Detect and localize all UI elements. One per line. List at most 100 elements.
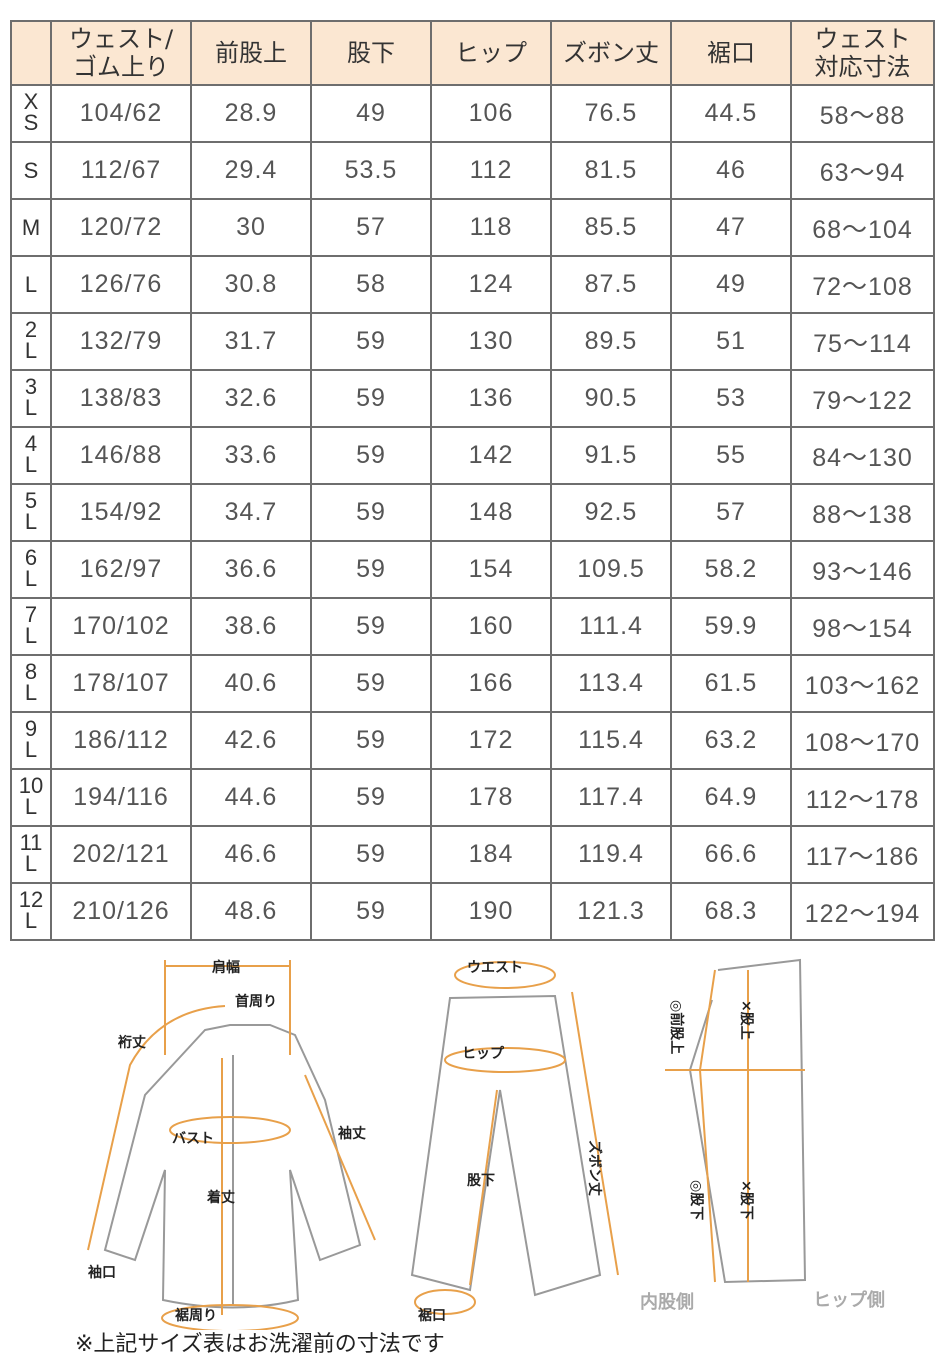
- shirt-measure-lines: [87, 960, 376, 1330]
- size-cell: 12L: [10, 882, 52, 941]
- table-cell: 32.6: [190, 369, 312, 428]
- table-row: S 112/67 29.4 53.5 112 81.5 46 63〜94: [10, 141, 935, 200]
- size-cell: XS: [10, 84, 52, 143]
- size-label: 10L: [18, 772, 44, 819]
- table-cell: 34.7: [190, 483, 312, 542]
- table-cell: 178/107: [50, 654, 192, 713]
- label-front-rise: ◎前股上: [668, 1000, 685, 1054]
- label-shoulder: 肩幅: [212, 959, 240, 976]
- table-cell: 63〜94: [790, 141, 935, 200]
- table-cell: 59: [310, 369, 432, 428]
- table-cell: 112/67: [50, 141, 192, 200]
- table-cell: 66.6: [670, 825, 792, 884]
- size-label: 12L: [18, 886, 44, 933]
- table-cell: 51: [670, 312, 792, 371]
- side-drawing: [688, 958, 807, 1284]
- table-cell: 103〜162: [790, 654, 935, 713]
- table-cell: 91.5: [550, 426, 672, 485]
- table-cell: 59.9: [670, 597, 792, 656]
- table-cell: 121.3: [550, 882, 672, 941]
- table-cell: 85.5: [550, 198, 672, 257]
- table-row: 12L 210/126 48.6 59 190 121.3 68.3 122〜194: [10, 882, 935, 941]
- table-cell: 106: [430, 84, 552, 143]
- table-cell: 170/102: [50, 597, 192, 656]
- table-row: 11L 202/121 46.6 59 184 119.4 66.6 117〜186: [10, 825, 935, 884]
- table-cell: 111.4: [550, 597, 672, 656]
- table-cell: 87.5: [550, 255, 672, 314]
- column-header: ズボン丈: [550, 20, 672, 86]
- table-cell: 42.6: [190, 711, 312, 770]
- size-cell: 11L: [10, 825, 52, 884]
- column-header: ヒップ: [430, 20, 552, 86]
- table-cell: 98〜154: [790, 597, 935, 656]
- size-label: L: [24, 272, 38, 297]
- table-cell: 138/83: [50, 369, 192, 428]
- table-cell: 186/112: [50, 711, 192, 770]
- label-hip: ヒップ: [462, 1046, 505, 1062]
- column-header: ウェスト 対応寸法: [790, 20, 935, 86]
- header-row: ウェスト/ ゴム上り 前股上 股下 ヒップ ズボン丈 裾口 ウェスト 対応寸法: [10, 20, 935, 86]
- size-label: M: [21, 215, 41, 240]
- pants-measure-lines: [414, 961, 619, 1315]
- label-inseam-o: ◎股下: [688, 1180, 704, 1220]
- table-cell: 33.6: [190, 426, 312, 485]
- table-cell: 76.5: [550, 84, 672, 143]
- table-cell: 124: [430, 255, 552, 314]
- label-inseam: 股下: [467, 1173, 495, 1189]
- table-cell: 59: [310, 882, 432, 941]
- table-cell: 190: [430, 882, 552, 941]
- table-row: XS 104/62 28.9 49 106 76.5 44.5 58〜88: [10, 84, 935, 143]
- table-cell: 75〜114: [790, 312, 935, 371]
- table-cell: 59: [310, 711, 432, 770]
- table-cell: 84〜130: [790, 426, 935, 485]
- table-cell: 36.6: [190, 540, 312, 599]
- table-row: 10L 194/116 44.6 59 178 117.4 64.9 112〜178: [10, 768, 935, 827]
- table-cell: 142: [430, 426, 552, 485]
- table-cell: 28.9: [190, 84, 312, 143]
- table-cell: 172: [430, 711, 552, 770]
- table-cell: 166: [430, 654, 552, 713]
- size-cell: 5L: [10, 483, 52, 542]
- table-cell: 40.6: [190, 654, 312, 713]
- table-cell: 29.4: [190, 141, 312, 200]
- table-row: 7L 170/102 38.6 59 160 111.4 59.9 98〜154: [10, 597, 935, 656]
- table-cell: 146/88: [50, 426, 192, 485]
- size-table: ウェスト/ ゴム上り 前股上 股下 ヒップ ズボン丈 裾口 ウェスト 対応寸法 XS 104/…: [10, 20, 935, 941]
- size-cell: 3L: [10, 369, 52, 428]
- label-neck: 首周り: [235, 993, 277, 1010]
- table-cell: 118: [430, 198, 552, 257]
- table-cell: 38.6: [190, 597, 312, 656]
- table-cell: 48.6: [190, 882, 312, 941]
- table-cell: 58: [310, 255, 432, 314]
- table-cell: 72〜108: [790, 255, 935, 314]
- table-cell: 53: [670, 369, 792, 428]
- table-cell: 57: [670, 483, 792, 542]
- size-cell: 8L: [10, 654, 52, 713]
- label-hem: 裾周り: [175, 1307, 217, 1324]
- size-label: 9L: [24, 715, 38, 762]
- table-cell: 47: [670, 198, 792, 257]
- label-pants-length: ズボン丈: [586, 1140, 603, 1196]
- size-cell: 6L: [10, 540, 52, 599]
- size-cell: 2L: [10, 312, 52, 371]
- size-cell: 4L: [10, 426, 52, 485]
- table-cell: 63.2: [670, 711, 792, 770]
- table-cell: 31.7: [190, 312, 312, 371]
- table-cell: 115.4: [550, 711, 672, 770]
- column-header: [10, 20, 52, 86]
- table-cell: 119.4: [550, 825, 672, 884]
- table-cell: 88〜138: [790, 483, 935, 542]
- table-cell: 59: [310, 483, 432, 542]
- diagram-labels: 肩幅 首周り 裄丈 バスト 袖丈 着丈 袖口 裾周り ウエスト ヒップ 股下 ズ…: [88, 959, 885, 1324]
- table-cell: 160: [430, 597, 552, 656]
- shirt-drawing: [103, 1024, 362, 1309]
- table-cell: 130: [430, 312, 552, 371]
- table-cell: 154: [430, 540, 552, 599]
- table-cell: 148: [430, 483, 552, 542]
- table-row: 3L 138/83 32.6 59 136 90.5 53 79〜122: [10, 369, 935, 428]
- table-cell: 59: [310, 654, 432, 713]
- size-label: 8L: [24, 658, 38, 705]
- label-cuff: 袖口: [88, 1264, 116, 1281]
- size-cell: 9L: [10, 711, 52, 770]
- label-inner: 内股側: [640, 1291, 694, 1313]
